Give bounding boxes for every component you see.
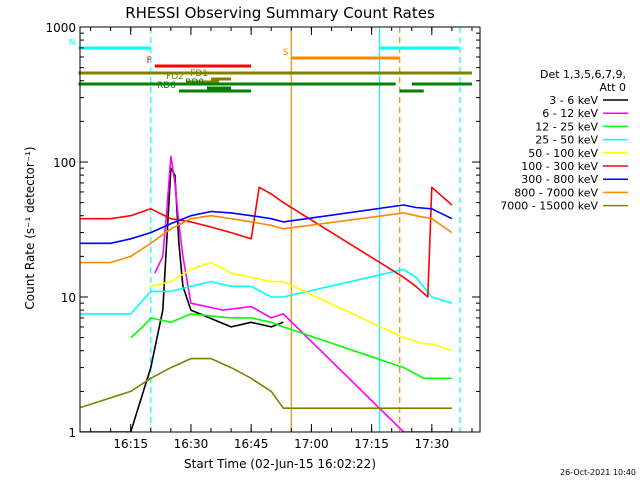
- y-tick-label-3: 1000: [45, 21, 76, 35]
- footer-timestamp: 26-Oct-2021 10:40: [560, 468, 636, 477]
- legend-label-3: 25 - 50 keV: [535, 134, 598, 147]
- series-line-0: [80, 167, 284, 432]
- legend-label-7: 800 - 7000 keV: [514, 186, 598, 199]
- x-tick-label-2: 16:45: [234, 437, 269, 451]
- flag-label-4: FD1: [190, 69, 208, 79]
- y-tick-label-1: 10: [61, 291, 76, 305]
- plot-frame: [79, 26, 481, 433]
- chart-title: RHESSI Observing Summary Count Rates: [125, 4, 435, 22]
- legend-label-2: 12 - 25 keV: [535, 120, 598, 133]
- axes: 16:15 16:30 16:45 17:00 17:15 17:30 1 10 100 1000: [45, 21, 481, 451]
- flag-label-7: RD0: [185, 78, 204, 88]
- flag-label-8: RD6: [157, 81, 176, 91]
- legend-label-8: 7000 - 15000 keV: [500, 200, 598, 213]
- x-tick-label-1: 16:30: [174, 437, 209, 451]
- legend-label-5: 100 - 300 keV: [521, 160, 598, 173]
- legend-label-0: 3 - 6 keV: [549, 94, 598, 107]
- legend-label-6: 300 - 800 keV: [521, 173, 598, 186]
- series-group: [80, 155, 453, 432]
- flag-label-1: S: [283, 48, 289, 58]
- x-tick-label-5: 17:30: [415, 437, 450, 451]
- vertical-markers: [150, 27, 461, 432]
- series-line-7: [80, 212, 453, 264]
- x-axis-label: Start Time (02-Jun-15 16:02:22): [184, 457, 376, 471]
- flag-label-5: FD2: [166, 72, 184, 82]
- series-line-8: [80, 357, 452, 410]
- legend-title-line-0: Det 1,3,5,6,7,9,: [540, 68, 626, 81]
- y-tick-label-2: 100: [53, 156, 76, 170]
- legend-title-line-1: Att 0: [600, 81, 626, 94]
- y-tick-label-0: 1: [68, 426, 76, 440]
- series-line-3: [80, 268, 453, 315]
- flag-label-0: N: [69, 38, 76, 48]
- series-line-5: [80, 186, 453, 298]
- series-line-4: [150, 261, 453, 352]
- y-axis-label: Count Rate (s⁻¹ detector⁻¹): [23, 146, 37, 309]
- x-tick-label-4: 17:15: [354, 437, 389, 451]
- legend-label-1: 6 - 12 keV: [542, 107, 598, 120]
- series-line-6: [80, 204, 453, 245]
- legend-label-4: 50 - 100 keV: [528, 147, 598, 160]
- x-tick-label-3: 17:00: [294, 437, 329, 451]
- series-line-1: [154, 155, 452, 432]
- x-tick-label-0: 16:15: [113, 437, 148, 451]
- flag-label-2: F: [147, 56, 152, 66]
- series-line-2: [130, 313, 452, 380]
